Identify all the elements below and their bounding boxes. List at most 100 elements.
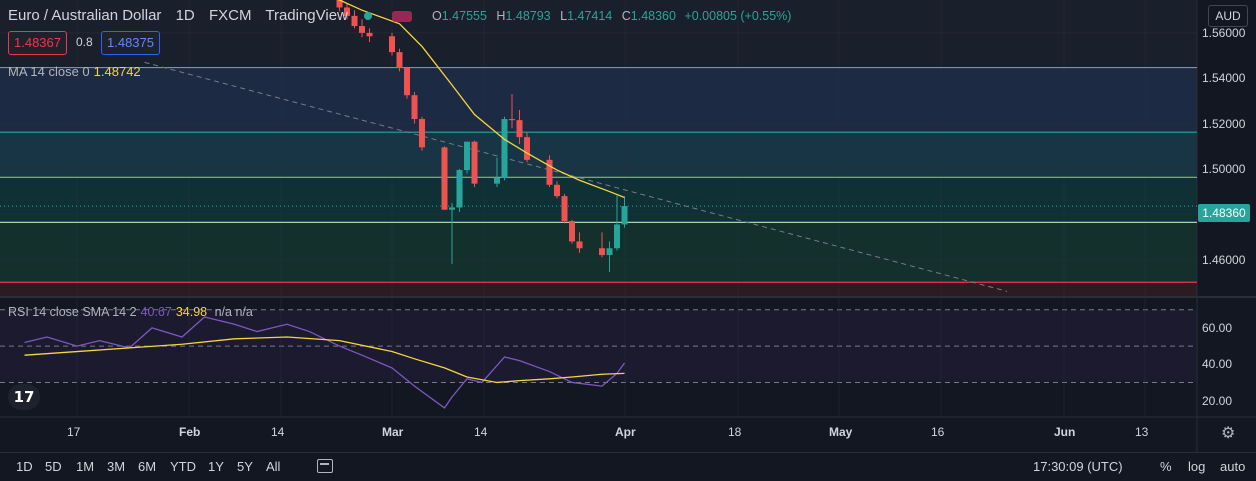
candle-body [344, 7, 350, 16]
candle-body [554, 184, 560, 197]
open-value: 1.47555 [441, 9, 487, 23]
range-all-button[interactable]: All [266, 459, 281, 474]
candle-body [411, 95, 418, 120]
candle-body [524, 137, 530, 160]
clock-readout[interactable]: 17:30:09 (UTC) [1033, 459, 1123, 474]
rsi-sma-value: 34.98 [175, 305, 208, 319]
time-tick-label: 16 [931, 425, 945, 439]
ma-line [337, 0, 625, 199]
candle-body [389, 36, 395, 53]
candle-body [351, 15, 358, 27]
exchange-label: FXCM [208, 7, 252, 24]
candles-layer [336, 0, 628, 273]
ma-label: MA 14 close 0 [8, 64, 90, 79]
rsi-tick-label: 20.00 [1202, 393, 1233, 408]
candle-body [449, 207, 455, 210]
horizontal-levels [0, 66, 1197, 283]
source-label: TradingView [265, 7, 348, 24]
time-tick-label: Feb [179, 425, 201, 439]
candle-body [516, 120, 523, 138]
chart-title[interactable]: Euro / Australian Dollar 1D FXCM Trading… [8, 7, 422, 24]
ma-layer [337, 0, 625, 199]
buy-button[interactable]: 1.48375 [101, 31, 160, 55]
candle-body [494, 177, 500, 184]
price-tick-label: 1.54000 [1202, 71, 1246, 86]
tradingview-logo-icon[interactable]: 17 [8, 384, 40, 410]
candle-body [441, 147, 448, 210]
candle-body [614, 224, 620, 249]
candle-body [359, 26, 365, 33]
currency-selector[interactable]: AUD [1208, 5, 1248, 27]
rsi-tick-label: 60.00 [1202, 320, 1233, 335]
bottom-toolbar: 1D 5D 1M 3M 6M YTD 1Y 5Y All 17:30:09 (U… [0, 452, 1256, 481]
last-price-label: 1.48360 [1198, 204, 1250, 222]
range-5y-button[interactable]: 5Y [237, 459, 253, 474]
range-1d-button[interactable]: 1D [16, 459, 33, 474]
range-1m-button[interactable]: 1M [76, 459, 95, 474]
log-toggle[interactable]: log [1188, 459, 1206, 474]
rsi-line [24, 316, 626, 409]
high-value: 1.48793 [505, 9, 551, 23]
price-chart[interactable] [0, 0, 1256, 452]
time-tick-label: Apr [615, 425, 636, 439]
interval-label: 1D [175, 7, 195, 24]
ohlc-readout: O1.47555 H1.48793 L1.47414 C1.48360 +0.0… [426, 9, 791, 23]
ma-legend[interactable]: MA 14 close 0 1.48742 [8, 64, 141, 79]
rsi-layer [24, 316, 626, 409]
time-tick-label: 13 [1135, 425, 1149, 439]
candle-body [561, 196, 568, 222]
candle-body [471, 141, 478, 184]
chart-background [0, 67, 1197, 383]
rsi-sma-line [24, 336, 625, 384]
gear-icon[interactable]: ⚙ [1221, 425, 1236, 442]
candle-body [366, 32, 373, 37]
price-tick-label: 1.56000 [1202, 25, 1246, 40]
time-tick-label: 17 [67, 425, 81, 439]
rsi-label: RSI 14 close SMA 14 2 [8, 305, 137, 319]
price-tick-label: 1.52000 [1202, 116, 1246, 131]
range-5d-button[interactable]: 5D [45, 459, 62, 474]
candle-body [404, 68, 410, 96]
candle-body [419, 119, 425, 148]
close-label: C [621, 9, 631, 23]
time-tick-label: Mar [382, 425, 404, 439]
symbol-name: Euro / Australian Dollar [8, 7, 162, 24]
candle-body [509, 119, 515, 121]
chart-grid [0, 0, 1256, 452]
low-value: 1.47414 [567, 9, 613, 23]
range-3m-button[interactable]: 3M [107, 459, 126, 474]
range-6m-button[interactable]: 6M [138, 459, 157, 474]
price-tick-label: 1.46000 [1202, 252, 1246, 267]
low-label: L [560, 9, 568, 23]
range-1y-button[interactable]: 1Y [208, 459, 224, 474]
calendar-icon[interactable] [317, 459, 333, 473]
candle-body [569, 221, 575, 242]
close-value: 1.48360 [630, 9, 676, 23]
time-tick-label: May [829, 425, 853, 439]
zone-bottom [0, 282, 1197, 297]
fib-zone [0, 222, 1197, 283]
rsi-legend[interactable]: RSI 14 close SMA 14 2 40.67 34.98 n/a n/a [8, 305, 253, 319]
fib-zone [0, 177, 1197, 223]
candle-body [456, 170, 463, 208]
market-status-icon [364, 12, 373, 21]
spread-value: 0.8 [76, 35, 93, 49]
time-tick-label: Jun [1054, 425, 1076, 439]
percent-toggle[interactable]: % [1160, 459, 1172, 474]
auto-toggle[interactable]: auto [1220, 459, 1246, 474]
sell-button[interactable]: 1.48367 [8, 31, 67, 55]
rsi-tick-label: 40.00 [1202, 357, 1233, 372]
candle-body [336, 0, 343, 8]
time-tick-label: 14 [474, 425, 488, 439]
price-tick-label: 1.50000 [1202, 161, 1246, 176]
candle-body [576, 241, 583, 249]
trend-line [144, 61, 1008, 292]
range-ytd-button[interactable]: YTD [170, 459, 196, 474]
ma-value: 1.48742 [93, 64, 141, 79]
high-label: H [496, 9, 506, 23]
candle-body [546, 159, 553, 185]
time-tick-label: 18 [728, 425, 742, 439]
trend-line-layer [144, 61, 1008, 292]
fib-zone [0, 67, 1197, 133]
candle-body [621, 206, 628, 225]
